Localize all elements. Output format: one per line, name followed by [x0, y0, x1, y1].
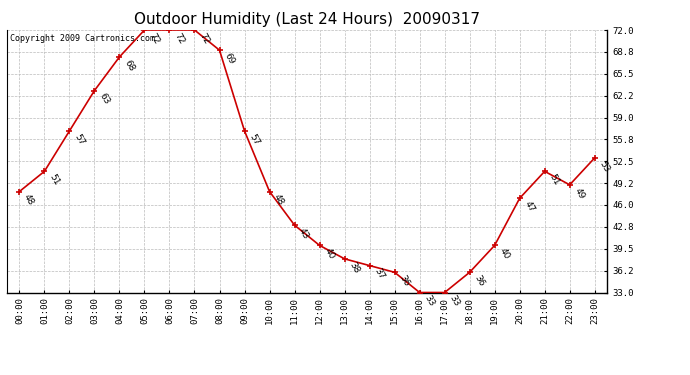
- Text: 38: 38: [347, 260, 361, 275]
- Text: 68: 68: [122, 58, 136, 73]
- Text: 40: 40: [497, 247, 511, 261]
- Text: 40: 40: [322, 247, 336, 261]
- Text: 53: 53: [598, 159, 611, 174]
- Text: 48: 48: [22, 193, 36, 207]
- Title: Outdoor Humidity (Last 24 Hours)  20090317: Outdoor Humidity (Last 24 Hours) 2009031…: [134, 12, 480, 27]
- Text: 51: 51: [47, 173, 61, 187]
- Text: Copyright 2009 Cartronics.com: Copyright 2009 Cartronics.com: [10, 34, 155, 43]
- Text: 36: 36: [397, 274, 411, 288]
- Text: 47: 47: [522, 200, 536, 214]
- Text: 48: 48: [273, 193, 286, 207]
- Text: 69: 69: [222, 52, 236, 66]
- Text: 33: 33: [447, 294, 461, 308]
- Text: 72: 72: [197, 32, 210, 46]
- Text: 36: 36: [473, 274, 486, 288]
- Text: 49: 49: [573, 186, 586, 201]
- Text: 57: 57: [247, 132, 261, 147]
- Text: 72: 72: [172, 32, 186, 46]
- Text: 63: 63: [97, 92, 111, 106]
- Text: 51: 51: [547, 173, 561, 187]
- Text: 33: 33: [422, 294, 436, 308]
- Text: 72: 72: [147, 32, 161, 46]
- Text: 43: 43: [297, 226, 310, 241]
- Text: 37: 37: [373, 267, 386, 281]
- Text: 57: 57: [72, 132, 86, 147]
